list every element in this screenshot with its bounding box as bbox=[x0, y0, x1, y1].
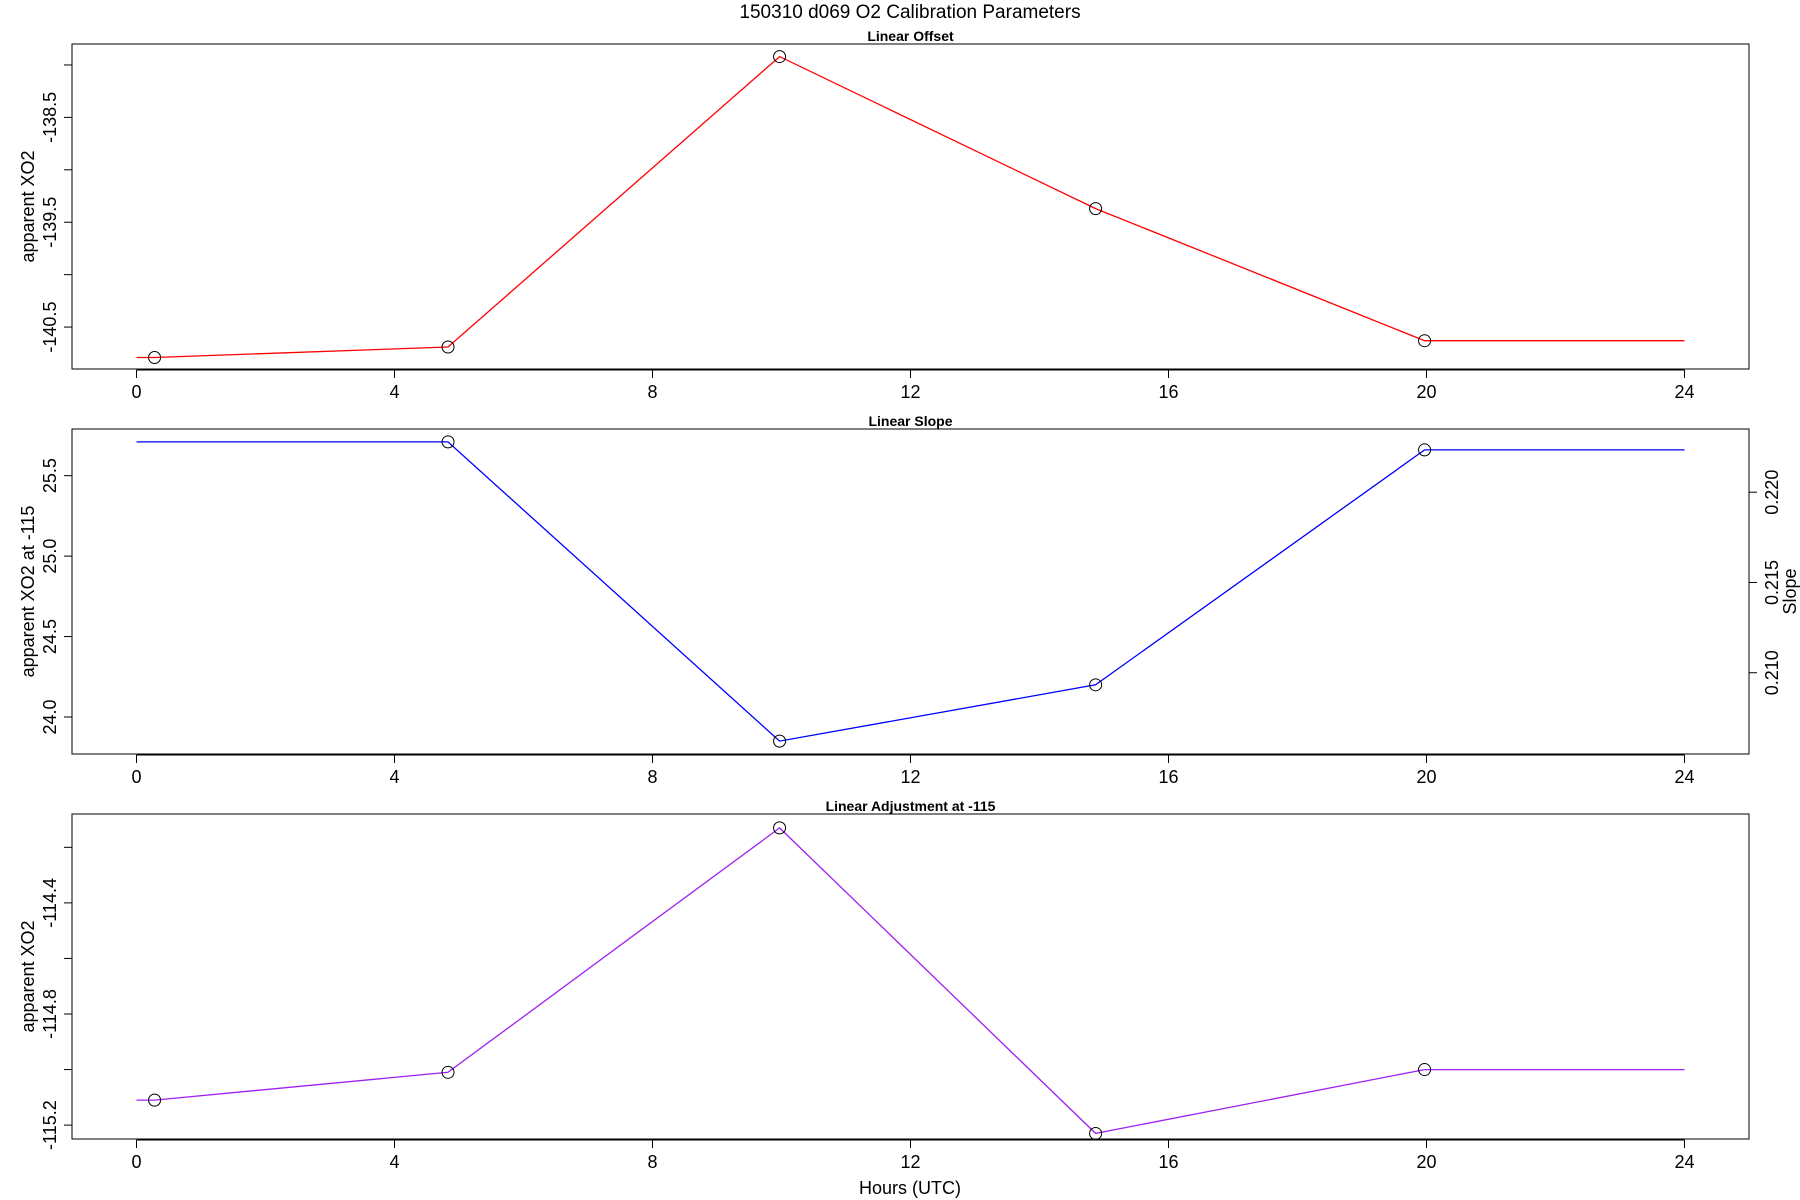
data-point bbox=[1418, 443, 1432, 457]
right-y-tick-label: 0.220 bbox=[1762, 470, 1782, 515]
x-axis-label: Hours (UTC) bbox=[859, 1178, 961, 1198]
x-tick-label: 8 bbox=[647, 1152, 657, 1172]
y-tick-label: 24.0 bbox=[40, 699, 60, 734]
x-tick-label: 16 bbox=[1158, 382, 1178, 402]
y-tick-label: 25.5 bbox=[40, 458, 60, 493]
chart-panels: Linear Offset 0 4 8 12 16 20 24 -138.5 -139.5 -140… bbox=[18, 28, 1800, 1172]
y-tick-label: 24.5 bbox=[40, 619, 60, 654]
data-point bbox=[148, 1093, 162, 1107]
data-point bbox=[441, 1065, 455, 1079]
plot-frame bbox=[71, 428, 1750, 755]
x-tick-label: 8 bbox=[647, 767, 657, 787]
y-tick-label: -139.5 bbox=[40, 197, 60, 248]
x-tick-label: 16 bbox=[1158, 1152, 1178, 1172]
panel-title: Linear Offset bbox=[867, 28, 954, 44]
y-tick-label: -140.5 bbox=[40, 302, 60, 353]
y-axis-label: apparent XO2 bbox=[18, 920, 38, 1032]
x-tick-label: 12 bbox=[900, 1152, 920, 1172]
panel-3: Linear Adjustment at -115 0 4 8 12 16 20 24 -114… bbox=[18, 798, 1750, 1172]
right-y-axis-label: Slope bbox=[1780, 568, 1800, 614]
x-tick-label: 4 bbox=[389, 1152, 399, 1172]
data-point bbox=[1089, 202, 1103, 216]
y-axis-label: apparent XO2 bbox=[18, 150, 38, 262]
right-y-tick-label: 0.210 bbox=[1762, 650, 1782, 695]
data-point bbox=[1418, 334, 1432, 348]
data-point bbox=[773, 821, 787, 835]
plot-frame bbox=[71, 813, 1750, 1140]
y-tick-label: -114.8 bbox=[40, 989, 60, 1039]
series-line bbox=[136, 55, 1685, 359]
x-tick-label: 16 bbox=[1158, 767, 1178, 787]
data-point bbox=[441, 435, 455, 449]
data-point bbox=[441, 340, 455, 354]
y-axis-label: apparent XO2 at -115 bbox=[18, 506, 38, 678]
y-tick-label: -115.2 bbox=[40, 1100, 60, 1150]
x-tick-label: 20 bbox=[1416, 1152, 1436, 1172]
x-tick-label: 0 bbox=[131, 382, 141, 402]
x-tick-label: 0 bbox=[131, 767, 141, 787]
data-point bbox=[1089, 1126, 1103, 1140]
panel-title: Linear Slope bbox=[868, 413, 952, 429]
y-tick-label: -114.4 bbox=[40, 878, 60, 928]
x-tick-label: 8 bbox=[647, 382, 657, 402]
series-line bbox=[136, 827, 1685, 1135]
panel-1: Linear Offset 0 4 8 12 16 20 24 -138.5 -139.5 -140… bbox=[18, 28, 1750, 402]
x-tick-label: 24 bbox=[1674, 382, 1694, 402]
x-tick-label: 0 bbox=[131, 1152, 141, 1172]
panel-title: Linear Adjustment at -115 bbox=[826, 798, 996, 814]
x-tick-label: 12 bbox=[900, 767, 920, 787]
figure-title: 150310 d069 O2 Calibration Parameters bbox=[739, 2, 1080, 23]
right-y-tick-label: 0.215 bbox=[1762, 560, 1782, 605]
data-point bbox=[1089, 678, 1103, 692]
x-tick-label: 4 bbox=[389, 767, 399, 787]
y-tick-label: -138.5 bbox=[40, 92, 60, 143]
x-tick-label: 20 bbox=[1416, 382, 1436, 402]
data-point bbox=[773, 734, 787, 748]
panel-2: Linear Slope 0 4 8 12 16 20 24 24.0 24.5 25.0 25.5a… bbox=[18, 413, 1800, 787]
x-tick-label: 4 bbox=[389, 382, 399, 402]
data-point bbox=[148, 350, 162, 364]
x-tick-label: 24 bbox=[1674, 1152, 1694, 1172]
series-line bbox=[136, 441, 1685, 742]
plot-frame bbox=[71, 43, 1750, 370]
data-point bbox=[1418, 1063, 1432, 1077]
x-tick-label: 24 bbox=[1674, 767, 1694, 787]
x-tick-label: 12 bbox=[900, 382, 920, 402]
y-tick-label: 25.0 bbox=[40, 539, 60, 574]
data-point bbox=[773, 50, 787, 64]
x-tick-label: 20 bbox=[1416, 767, 1436, 787]
